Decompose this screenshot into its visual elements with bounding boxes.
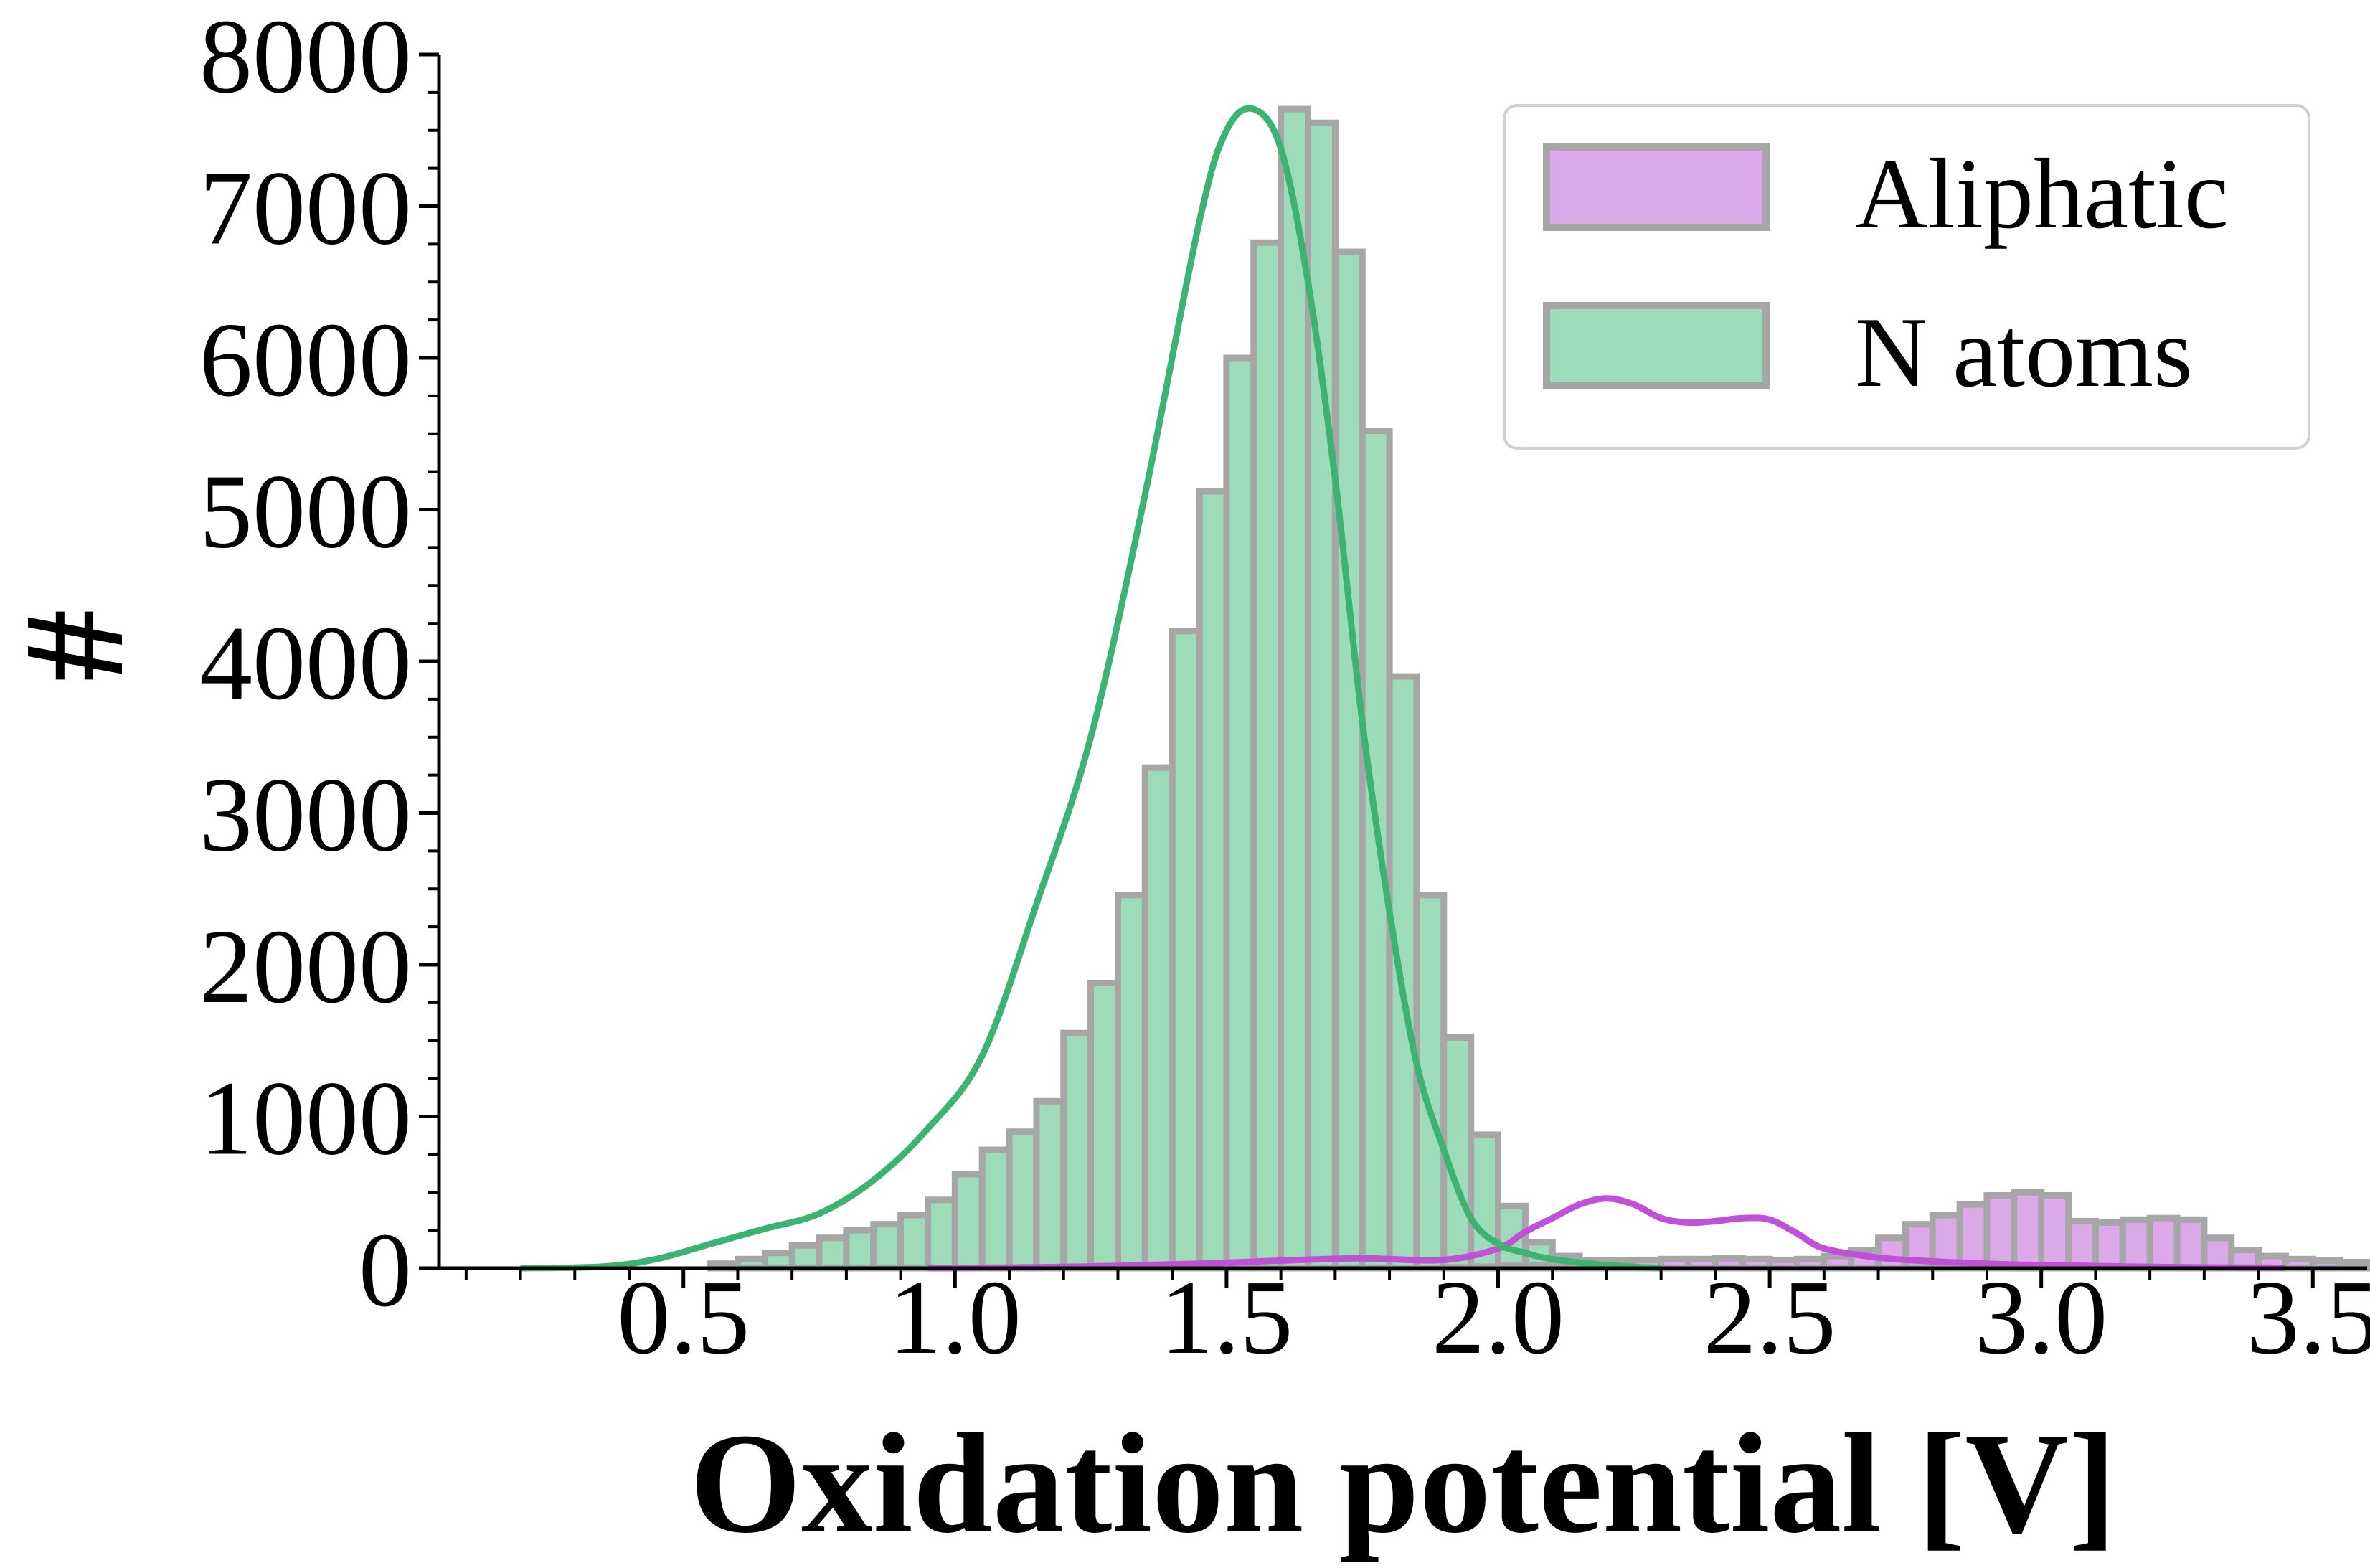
y-axis-ticks: 0 1000 2000 3000 4000 5000 6000 7000 8000 (199, 0, 439, 1329)
y-tick-label: 6000 (199, 301, 412, 419)
bar-n-atoms (788, 1242, 823, 1272)
bar-n-atoms (1087, 979, 1121, 1272)
x-tick-label: 2.5 (1704, 1259, 1836, 1376)
x-axis-title: Oxidation potential [V] (690, 1404, 2117, 1563)
legend-label-aliphatic: Aliphatic (1855, 138, 2229, 250)
legend-swatch-aliphatic (1543, 143, 1770, 231)
y-tick-label: 3000 (199, 757, 412, 874)
bar-n-atoms (1223, 354, 1257, 1272)
bar-aliphatic (2146, 1214, 2181, 1272)
bar-n-atoms (1359, 428, 1393, 1272)
x-axis-ticks: 0.5 1.0 1.5 2.0 2.5 3.0 3.5 (464, 1259, 2370, 1376)
x-tick-label: 3.5 (2247, 1259, 2370, 1376)
bar-n-atoms (925, 1196, 958, 1272)
x-tick-label: 1.5 (1160, 1259, 1293, 1376)
bar-n-atoms (978, 1146, 1013, 1272)
y-tick-label: 7000 (199, 150, 412, 268)
kde-line-n-atoms (520, 105, 1661, 1272)
bar-aliphatic (2011, 1189, 2045, 1272)
y-tick-label: 1000 (199, 1060, 412, 1178)
legend: Aliphatic N atoms (1503, 104, 2310, 450)
y-tick-label: 0 (359, 1212, 412, 1329)
bar-n-atoms (1115, 892, 1148, 1272)
bar-aliphatic (2364, 1260, 2370, 1272)
y-tick-label: 2000 (199, 908, 412, 1026)
bar-aliphatic (2173, 1216, 2208, 1272)
bar-n-atoms (816, 1234, 850, 1272)
bar-n-atoms (1169, 628, 1203, 1272)
bar-n-atoms (1278, 105, 1311, 1272)
bar-n-atoms (1141, 764, 1176, 1272)
y-tick-label: 8000 (199, 0, 412, 115)
bar-aliphatic (1875, 1234, 1909, 1272)
bar-n-atoms (1033, 1097, 1067, 1272)
bar-aliphatic (2119, 1216, 2153, 1272)
legend-swatch-n-atoms (1543, 302, 1770, 389)
x-tick-label: 1.0 (889, 1259, 1021, 1376)
y-tick-label: 5000 (199, 453, 412, 571)
kde-curves (520, 105, 2286, 1272)
bar-n-atoms (761, 1250, 795, 1272)
bar-n-atoms (843, 1227, 877, 1272)
y-axis-title: # (0, 610, 154, 681)
bar-n-atoms (951, 1171, 986, 1272)
bar-n-atoms (1060, 1029, 1095, 1272)
legend-label-n-atoms: N atoms (1855, 297, 2193, 408)
bar-n-atoms (1006, 1128, 1040, 1272)
x-tick-label: 3.0 (1975, 1259, 2107, 1376)
bar-aliphatic (2201, 1234, 2235, 1272)
bar-n-atoms (1386, 673, 1420, 1272)
bar-aliphatic (1983, 1192, 2018, 1272)
bar-aliphatic (2038, 1192, 2072, 1272)
x-tick-label: 2.0 (1432, 1259, 1564, 1376)
bar-n-atoms (1331, 248, 1366, 1272)
x-tick-label: 0.5 (617, 1259, 750, 1376)
bar-n-atoms (1196, 488, 1230, 1272)
bar-n-atoms (1250, 239, 1285, 1272)
y-tick-label: 4000 (199, 605, 412, 722)
kde-line-aliphatic (927, 1195, 2286, 1272)
